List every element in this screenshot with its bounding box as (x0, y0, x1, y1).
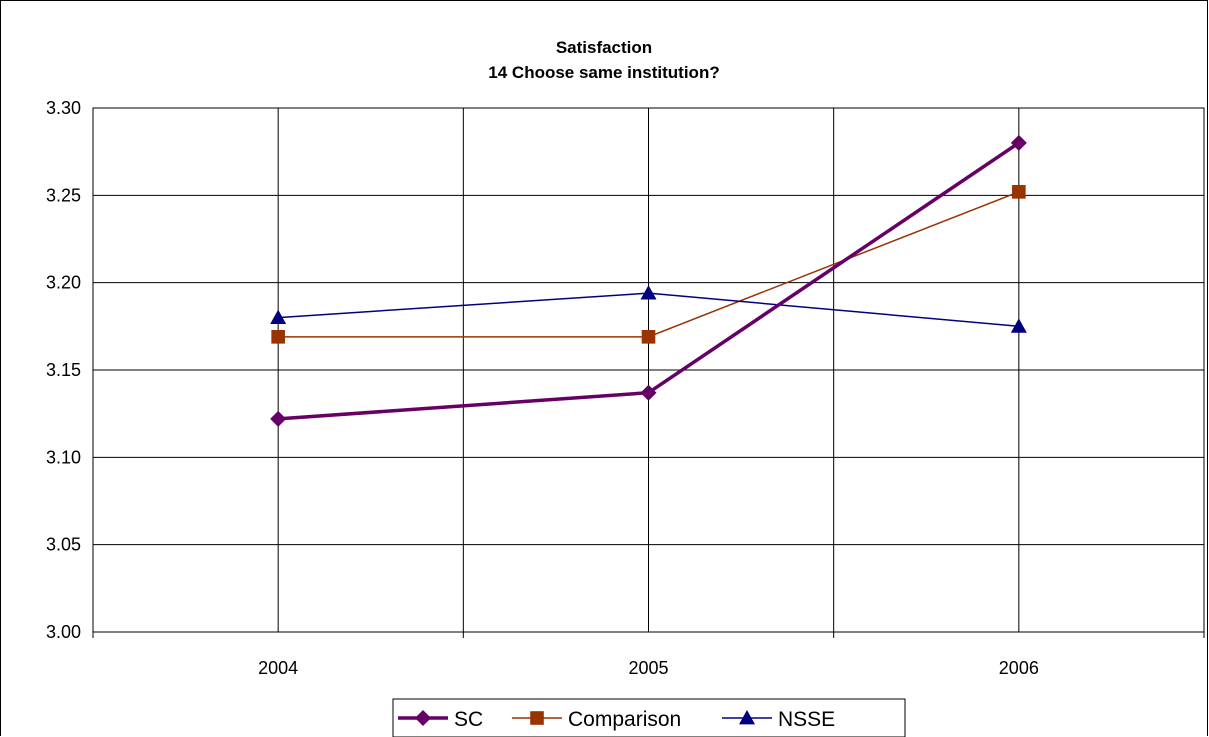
data-point-nsse (1010, 318, 1027, 333)
y-tick-label: 3.20 (46, 273, 81, 293)
y-tick-label: 3.15 (46, 360, 81, 380)
chart-title-line-2: 14 Choose same institution? (488, 63, 719, 82)
legend-marker-comparison (530, 711, 544, 725)
x-tick-label: 2004 (258, 658, 298, 678)
y-tick-label: 3.00 (46, 622, 81, 642)
plot-border (92, 107, 1205, 633)
y-tick-label: 3.05 (46, 535, 81, 555)
chart-title-line-1: Satisfaction (556, 38, 652, 57)
data-point-comparison (641, 330, 656, 344)
data-point-sc (1010, 134, 1027, 151)
x-tick-label: 2005 (628, 658, 668, 678)
legend: SC Comparison NSSE (392, 698, 906, 737)
data-point-sc (640, 384, 657, 401)
legend-label-nsse: NSSE (778, 708, 835, 731)
legend-label-comparison: Comparison (568, 708, 681, 731)
data-point-nsse (270, 309, 287, 324)
data-point-nsse (640, 285, 657, 300)
data-point-sc (270, 410, 287, 427)
y-tick-label: 3.25 (46, 185, 81, 205)
legend-box (392, 698, 906, 737)
legend-marker-nsse (739, 710, 755, 725)
plot-area: 3.00 3.05 3.10 3.15 3.20 3.25 3.30 2004 2005 2006 (46, 98, 1205, 678)
x-tick-label: 2006 (999, 658, 1039, 678)
data-point-comparison (271, 330, 285, 344)
y-tick-label: 3.10 (46, 447, 81, 467)
legend-label-sc: SC (454, 708, 483, 731)
legend-marker-sc (415, 710, 431, 726)
y-tick-label: 3.30 (46, 98, 81, 118)
data-point-comparison (1012, 185, 1026, 199)
